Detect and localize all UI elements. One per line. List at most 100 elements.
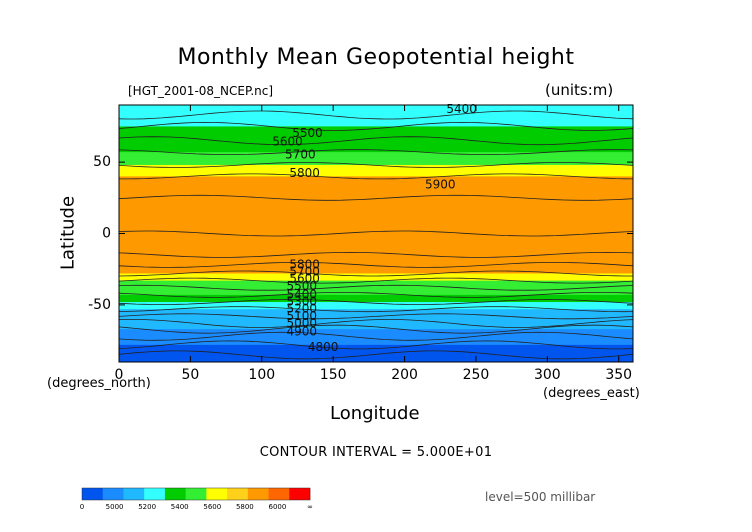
contour-label: 5300 [286, 295, 317, 309]
field-band [119, 126, 633, 142]
contour-line [118, 319, 634, 328]
contour-line [119, 173, 634, 180]
colorbar-label: 5400 [171, 503, 189, 511]
colorbar-label: 5000 [106, 503, 124, 511]
field-band [119, 273, 633, 282]
colorbar-label: 5800 [236, 503, 254, 511]
contour-line [118, 251, 634, 258]
contour-line [118, 277, 634, 284]
field-band [119, 264, 633, 274]
field-band [119, 114, 633, 127]
y-tick-label: 50 [93, 154, 111, 170]
chart-title: Monthly Mean Geopotential height [177, 45, 575, 70]
contour-label: 5900 [425, 177, 456, 191]
colorbar-label: ∞ [307, 503, 313, 511]
field-band [119, 336, 633, 346]
contour-label: 5800 [289, 166, 320, 180]
contour-label: 5100 [286, 309, 317, 323]
contour-line [118, 284, 634, 291]
colorbar-swatch [206, 488, 228, 500]
field-band [119, 176, 633, 199]
y-axis-units: (degrees_north) [47, 376, 151, 391]
x-axis-label: Longitude [330, 403, 420, 424]
colorbar-swatch [227, 488, 249, 500]
field-band [119, 354, 633, 363]
contour-label: 4900 [286, 325, 317, 339]
contour-label: 5500 [292, 126, 323, 140]
colorbar-swatch [102, 488, 124, 500]
contour-line [118, 136, 634, 146]
colorbar-label: 5200 [138, 503, 156, 511]
colorbar: 0 5000 5200 5400 5600 5800 6000 ∞ [80, 487, 313, 511]
colorbar-swatch [268, 488, 290, 500]
contour-label: 5700 [285, 147, 316, 161]
colorbar-swatch [123, 488, 145, 500]
contour-line [118, 324, 634, 334]
contour-label: 5200 [286, 302, 317, 316]
contour-line [118, 292, 634, 298]
colorbar-swatch [185, 488, 207, 500]
colorbar-swatch [144, 488, 166, 500]
contour-line [118, 270, 633, 277]
field-band [119, 152, 633, 166]
field-band [119, 287, 633, 296]
field-band [119, 344, 633, 356]
x-tick-label: 0 [115, 367, 124, 383]
contour-label: 5000 [286, 316, 317, 330]
file-label: [HGT_2001-08_NCEP.nc] [128, 84, 274, 98]
contour-line [118, 110, 634, 120]
field-band [119, 140, 633, 153]
contour-line [118, 194, 634, 201]
contour-lines-layer [118, 110, 634, 360]
contour-line [118, 162, 634, 168]
x-tick-label: 250 [463, 367, 490, 383]
colorbar-swatch [164, 488, 186, 500]
field-band [119, 164, 633, 177]
field-band [119, 329, 633, 337]
field-fill-layer [119, 105, 633, 363]
contour-interval-note: CONTOUR INTERVAL = 5.000E+01 [259, 445, 493, 460]
x-tick-label: 150 [320, 367, 347, 383]
field-band [119, 105, 633, 116]
field-band [119, 233, 633, 256]
contour-line [118, 262, 634, 268]
contour-line [118, 313, 634, 320]
level-note: level=500 millibar [485, 490, 596, 504]
x-tick-label: 50 [181, 367, 199, 383]
y-tick-label: -50 [88, 297, 111, 313]
contour-label: 4800 [308, 340, 339, 354]
contour-line [118, 306, 634, 313]
colorbar-frame [81, 487, 311, 501]
x-tick-label: 200 [391, 367, 418, 383]
field-band [119, 294, 633, 303]
contour-line [118, 340, 634, 350]
colorbar-label: 0 [80, 503, 84, 511]
contour-label: 5500 [286, 279, 317, 293]
y-axis-label: Latitude [57, 195, 79, 271]
contour-label: 5700 [289, 265, 320, 279]
colorbar-label: 5600 [203, 503, 221, 511]
field-band [119, 316, 633, 324]
field-band [119, 302, 633, 310]
contour-label: 5600 [272, 135, 303, 149]
contour-line [118, 331, 634, 341]
x-tick-label: 300 [534, 367, 561, 383]
units-label: (units:m) [545, 81, 614, 99]
contour-label: 5800 [289, 257, 320, 271]
x-tick-label: 350 [605, 367, 632, 383]
x-axis-units: (degrees_east) [543, 386, 640, 401]
colorbar-swatch [82, 488, 104, 500]
contour-label: 5600 [289, 272, 320, 286]
axis-ticks-layer: 0 50 100 150 200 250 300 350 -50 0 50 [88, 105, 633, 383]
field-band [119, 197, 633, 234]
field-band [119, 280, 633, 289]
contour-label: 5400 [446, 102, 477, 116]
colorbar-swatch [247, 488, 269, 500]
colorbar-swatch [289, 488, 311, 500]
x-tick-label: 100 [248, 367, 275, 383]
y-tick-label: 0 [102, 226, 111, 242]
field-band [119, 309, 633, 317]
contour-line [118, 121, 634, 131]
contour-line [118, 299, 634, 305]
